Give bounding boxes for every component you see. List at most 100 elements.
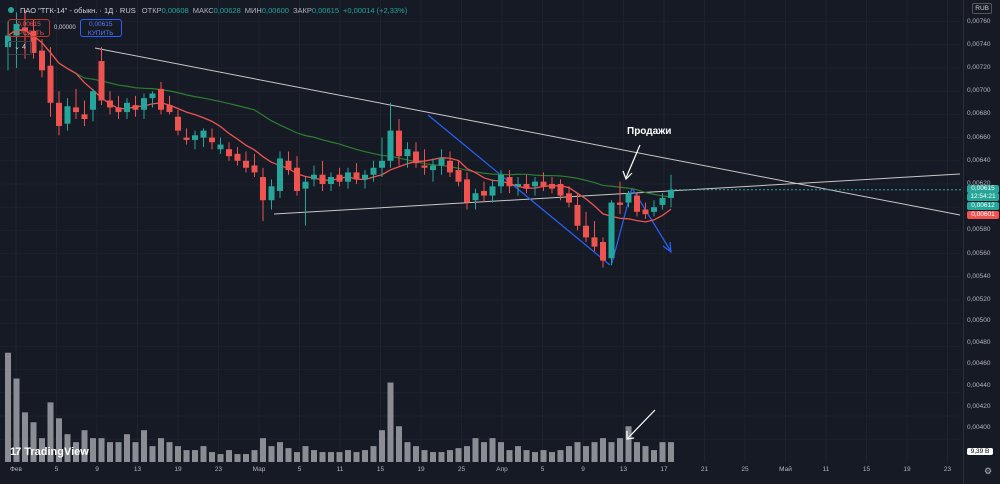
- volume-bar: [370, 446, 377, 462]
- volume-bar: [158, 438, 164, 462]
- volume-bar: [183, 450, 190, 462]
- volume-bar: [557, 450, 564, 462]
- candle-body: [659, 197, 666, 205]
- price-tick: 0,00620: [967, 180, 991, 187]
- date-tick: 5: [540, 466, 545, 473]
- candle-body: [226, 149, 232, 157]
- candle-body: [404, 149, 411, 157]
- candle-body: [217, 144, 224, 150]
- volume-bar: [489, 438, 496, 462]
- gear-icon[interactable]: ⚙: [984, 466, 993, 476]
- symbol-header: ПАО "ТГК-14" - обыкн. · 1Д · RUS ОТКР0,0…: [8, 2, 407, 18]
- volume-bar: [243, 454, 249, 462]
- candle-body: [396, 130, 402, 157]
- volume-bar: [22, 412, 28, 462]
- volume-bar: [345, 450, 351, 462]
- volume-bar: [13, 378, 20, 462]
- volume-bar: [260, 438, 266, 462]
- trend-line-upper: [94, 47, 961, 216]
- volume-bar: [523, 450, 530, 462]
- candle-body: [47, 65, 54, 103]
- volume-bar: [98, 438, 105, 462]
- candle-body: [132, 105, 139, 110]
- volume-arrow-head: [626, 431, 635, 440]
- candle-body: [566, 193, 572, 203]
- annotation-arrow-head: [622, 170, 633, 181]
- volume-bar: [642, 446, 649, 462]
- candle-body: [455, 170, 462, 182]
- volume-bar: [115, 442, 122, 462]
- sell-button[interactable]: 0,00615 ПРОДАТЬ: [8, 19, 50, 37]
- volume-bar: [81, 430, 88, 462]
- candle-body: [523, 184, 530, 189]
- volume-bar: [617, 438, 623, 462]
- candle-body: [532, 181, 538, 187]
- volume-bar: [634, 442, 640, 462]
- price-tick: 0,00420: [967, 403, 991, 410]
- price-tick: 0,00480: [967, 338, 991, 346]
- candle-body: [498, 174, 504, 187]
- candle-body: [617, 202, 623, 205]
- ma-slow-line: [7, 29, 672, 198]
- currency-button[interactable]: RUB: [972, 3, 992, 14]
- volume-bar: [566, 446, 572, 462]
- candle-body: [30, 30, 37, 53]
- volume-bar: [659, 442, 666, 462]
- price-tick: 0,00460: [967, 360, 991, 368]
- candle-body: [430, 165, 436, 171]
- symbol-title[interactable]: ПАО "ТГК-14" - обыкн. · 1Д · RUS: [20, 5, 136, 15]
- candle-body: [302, 181, 309, 189]
- sell-label: ПРОДАТЬ: [13, 29, 45, 37]
- candle-body: [277, 158, 283, 191]
- candle-body: [362, 174, 368, 180]
- volume-bar: [413, 446, 419, 462]
- blue-arrow-head: [662, 241, 672, 254]
- price-tick: 0,00740: [967, 40, 991, 48]
- date-tick: 9: [95, 466, 99, 473]
- volume-bar: [141, 430, 147, 462]
- price-axis[interactable]: [963, 0, 1000, 484]
- annotation-text: Продажи: [627, 126, 672, 137]
- date-tick: 5: [54, 466, 59, 473]
- volume-bar: [217, 454, 224, 462]
- candle-body: [209, 137, 215, 143]
- volume-bar: [379, 430, 385, 462]
- tradingview-logo[interactable]: 17 TradingView: [10, 446, 89, 458]
- candle-body: [149, 93, 156, 99]
- candle-body: [158, 88, 164, 110]
- change-value: +0,00014 (+2,33%): [343, 5, 408, 15]
- volume-bar: [396, 426, 402, 462]
- candle-body: [600, 242, 606, 261]
- annotation-arrow-line: [625, 144, 641, 179]
- open-key: ОТКР: [141, 5, 162, 15]
- buy-button[interactable]: 0,00615 КУПИТЬ: [79, 19, 122, 37]
- volume-bar: [387, 382, 394, 462]
- date-tick: 23: [943, 466, 952, 473]
- volume-bar: [149, 446, 156, 462]
- volume-bar: [192, 450, 198, 462]
- candle-body: [549, 184, 555, 189]
- candle-body: [506, 177, 513, 187]
- date-tick: 15: [376, 466, 385, 473]
- candle-body: [413, 151, 419, 164]
- candle-body: [13, 23, 20, 36]
- volume-bar: [464, 446, 470, 462]
- volume-bar: [47, 402, 54, 462]
- candle-body: [345, 172, 351, 182]
- candle-body: [175, 116, 181, 131]
- indicators-toggle[interactable]: ⌄ 4: [8, 41, 32, 55]
- date-tick: 9: [581, 466, 585, 473]
- volume-bar: [200, 446, 207, 462]
- volume-bar: [506, 450, 513, 462]
- high-key: МАКС: [192, 5, 214, 15]
- price-tick: 0,00660: [967, 133, 991, 141]
- volume-bar: [39, 438, 45, 462]
- candle-body: [141, 98, 147, 110]
- volume-bar: [328, 452, 334, 462]
- volume-bar: [336, 452, 343, 462]
- volume-bar: [56, 418, 62, 462]
- volume-bar: [600, 438, 606, 462]
- volume-bar: [447, 450, 453, 462]
